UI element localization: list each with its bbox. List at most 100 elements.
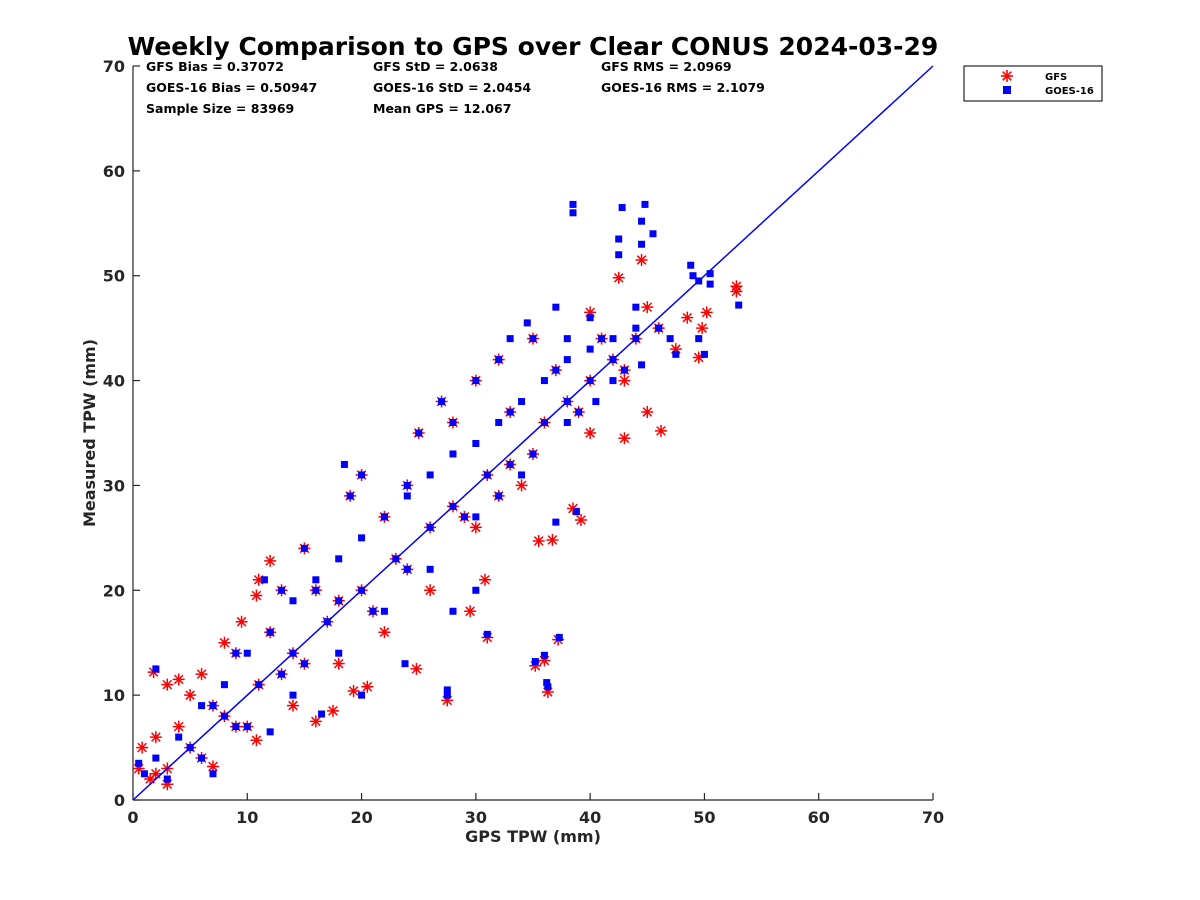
goes-16-point xyxy=(569,209,577,217)
goes-16-point xyxy=(443,686,451,694)
goes-16-point xyxy=(655,324,663,332)
gfs-point xyxy=(378,626,391,639)
goes-16-point xyxy=(575,408,583,416)
goes-16-point xyxy=(543,679,551,687)
goes-16-point xyxy=(495,492,503,500)
legend-item-goes: GOES-16 xyxy=(1003,86,1094,97)
legend-label-gfs: GFS xyxy=(1045,72,1067,83)
goes-16-point xyxy=(569,200,577,208)
x-tick-label: 60 xyxy=(808,808,830,827)
goes-16-point xyxy=(540,651,548,659)
goes-16-point xyxy=(232,723,240,731)
goes-16-point xyxy=(632,324,640,332)
goes-16-point xyxy=(209,702,217,710)
goes-16-point xyxy=(495,356,503,364)
goes-16-point xyxy=(335,597,343,605)
goes-16-point xyxy=(598,335,606,343)
goes-16-point xyxy=(609,377,617,385)
goes-16-point xyxy=(358,691,366,699)
gfs-point xyxy=(541,685,554,698)
goes-16-point xyxy=(335,649,343,657)
y-tick-label: 10 xyxy=(103,686,125,705)
goes-16-point xyxy=(152,754,160,762)
goes-16-point xyxy=(506,335,514,343)
goes-16-point xyxy=(380,513,388,521)
y-tick-label: 0 xyxy=(114,791,125,810)
goes-16-point xyxy=(666,335,674,343)
x-ticks: 0 10 20 30 40 50 60 70 xyxy=(127,793,944,827)
y-tick-label: 60 xyxy=(103,162,125,181)
goes-16-point xyxy=(266,628,274,636)
gfs-point xyxy=(347,684,360,697)
gfs-point xyxy=(441,694,454,707)
gfs-point xyxy=(612,271,625,284)
stat-gfs-rms: GFS RMS = 2.0969 xyxy=(601,59,732,74)
goes-16-point xyxy=(426,471,434,479)
x-tick-label: 40 xyxy=(579,808,601,827)
gfs-point xyxy=(361,680,374,693)
gfs-point xyxy=(635,253,648,266)
gfs-point xyxy=(250,589,263,602)
gfs-point xyxy=(515,479,528,492)
x-tick-label: 20 xyxy=(350,808,372,827)
gfs-point xyxy=(584,306,597,319)
axes: 0 10 20 30 40 50 60 70 0 10 20 30 40 50 60 70 xyxy=(103,57,944,827)
goes-16-point xyxy=(563,335,571,343)
stat-goes-rms: GOES-16 RMS = 2.1079 xyxy=(601,80,765,95)
gfs-point xyxy=(700,306,713,319)
goes-16-point xyxy=(300,544,308,552)
goes-16-point xyxy=(518,398,526,406)
goes-16-point xyxy=(243,723,251,731)
goes-16-point xyxy=(426,565,434,573)
gfs-point xyxy=(730,285,743,298)
goes-16-point xyxy=(700,350,708,358)
gfs-point xyxy=(532,535,545,548)
stat-mean-gps: Mean GPS = 12.067 xyxy=(373,101,511,116)
goes-16-point xyxy=(232,649,240,657)
gfs-point xyxy=(144,773,157,786)
goes-16-point xyxy=(706,270,714,278)
gfs-point xyxy=(692,351,705,364)
goes-16-point xyxy=(649,230,657,238)
gfs-point xyxy=(696,322,709,335)
gfs-point xyxy=(161,678,174,691)
goes-16-point xyxy=(340,460,348,468)
x-axis-label: GPS TPW (mm) xyxy=(465,827,601,846)
goes-16-point xyxy=(380,607,388,615)
goes-16-point xyxy=(312,576,320,584)
stats-block: GFS Bias = 0.37072 GOES-16 Bias = 0.5094… xyxy=(146,59,765,116)
gfs-point xyxy=(529,659,542,672)
gfs-point xyxy=(546,533,559,546)
gfs-point xyxy=(264,554,277,567)
goes-16-point xyxy=(638,240,646,248)
goes-16-point xyxy=(260,576,268,584)
gfs-point xyxy=(133,762,145,775)
goes-16-point xyxy=(415,429,423,437)
goes-16-point xyxy=(278,586,286,594)
legend: GFS GOES-16 xyxy=(963,65,1103,102)
goes-16-point xyxy=(544,683,552,691)
goes-16-point xyxy=(198,702,206,710)
gfs-point xyxy=(172,720,185,733)
goes-16-point xyxy=(641,200,649,208)
y-tick-label: 50 xyxy=(103,267,125,286)
goes-16-point xyxy=(449,450,457,458)
y-tick-label: 70 xyxy=(103,57,125,76)
gfs-point xyxy=(287,699,299,712)
gfs-point xyxy=(469,521,482,534)
goes-16-point xyxy=(198,754,206,762)
goes-16-point xyxy=(563,419,571,427)
goes-16-point xyxy=(572,508,580,516)
goes-16-point xyxy=(289,597,297,605)
gfs-point xyxy=(681,311,694,324)
gfs-point xyxy=(618,374,631,387)
chart-title: Weekly Comparison to GPS over Clear CONU… xyxy=(128,32,939,61)
gfs-point xyxy=(669,343,682,356)
goes-16-point xyxy=(243,649,251,657)
goes-16-point xyxy=(615,251,623,259)
goes-16-point xyxy=(403,481,411,489)
gfs-point xyxy=(479,573,491,586)
gfs-point xyxy=(327,704,339,717)
goes-16-point xyxy=(278,670,286,678)
